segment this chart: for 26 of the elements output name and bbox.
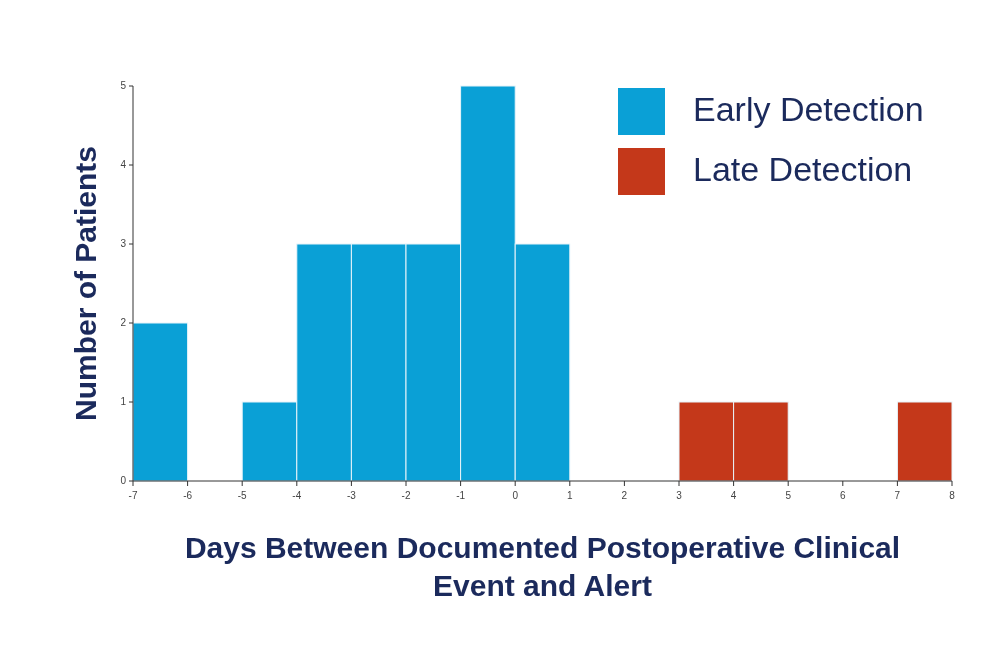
x-tick-label: 6	[840, 490, 847, 501]
x-tick-label: 2	[621, 490, 628, 501]
x-tick-label: -7	[128, 490, 138, 501]
x-tick-label: -1	[456, 490, 466, 501]
x-tick-label: 7	[894, 490, 901, 501]
x-tick-label: -2	[401, 490, 411, 501]
x-tick-label: 1	[567, 490, 574, 501]
legend-label: Early Detection	[693, 90, 924, 128]
x-tick-label: 5	[785, 490, 792, 501]
legend-label: Late Detection	[693, 150, 913, 188]
x-tick-label: -4	[292, 490, 302, 501]
x-tick-label: -5	[237, 490, 248, 501]
x-tick-label: 3	[676, 490, 683, 501]
x-tick-label: 0	[512, 490, 519, 501]
x-axis-title: Days Between Documented Postoperative Clinical Event and Alert	[184, 531, 901, 602]
x-tick-label: 8	[949, 490, 956, 501]
y-tick-label: 0	[120, 475, 127, 486]
x-tick-label: 4	[730, 490, 737, 501]
y-axis-title: Number of Patients	[69, 145, 102, 422]
y-tick-label: 3	[120, 238, 127, 249]
y-tick-label: 1	[120, 396, 127, 407]
x-tick-label: -6	[183, 490, 193, 501]
y-tick-label: 2	[120, 317, 127, 328]
x-tick-label: -3	[346, 490, 357, 501]
y-tick-label: 4	[120, 159, 127, 170]
y-tick-label: 5	[120, 80, 127, 91]
